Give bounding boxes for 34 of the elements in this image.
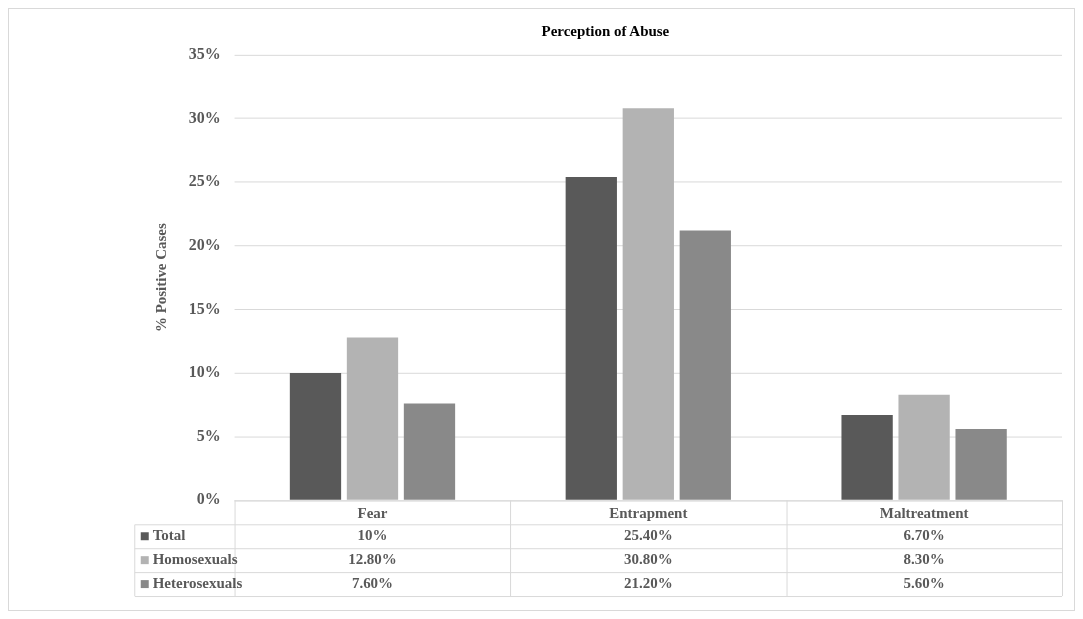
legend-label: Total <box>152 527 186 544</box>
bar <box>565 177 617 500</box>
bar <box>841 415 893 500</box>
bar <box>403 403 456 500</box>
legend-label: Heterosexuals <box>152 574 243 591</box>
y-tick-label: 25% <box>188 172 221 190</box>
bar <box>679 230 731 500</box>
x-tick-label: Maltreatment <box>879 505 969 522</box>
legend-label: Homosexuals <box>152 551 238 568</box>
data-label: 8.30% <box>903 551 945 568</box>
bar <box>622 108 674 500</box>
data-label: 30.80% <box>623 551 673 568</box>
bar <box>898 394 950 500</box>
chart-title: Perception of Abuse <box>541 22 670 39</box>
bar <box>955 429 1007 500</box>
bar <box>289 373 342 500</box>
data-label: 25.40% <box>623 527 673 544</box>
x-tick-label: Entrapment <box>609 505 688 522</box>
data-label: 7.60% <box>351 574 394 591</box>
x-tick-label: Fear <box>357 505 388 522</box>
y-tick-label: 35% <box>188 44 221 62</box>
y-tick-label: 15% <box>188 299 221 317</box>
data-label: 5.60% <box>903 574 945 591</box>
y-axis-title: % Positive Cases <box>152 223 169 332</box>
y-tick-label: 30% <box>188 108 221 126</box>
bar <box>346 337 399 500</box>
data-label: 6.70% <box>903 527 945 544</box>
y-tick-label: 0% <box>196 490 221 508</box>
data-label: 21.20% <box>623 574 673 591</box>
y-tick-label: 20% <box>188 235 221 253</box>
data-label: 10% <box>357 527 388 544</box>
y-tick-label: 10% <box>188 363 221 381</box>
y-tick-label: 5% <box>196 426 221 444</box>
data-label: 12.80% <box>348 551 397 568</box>
